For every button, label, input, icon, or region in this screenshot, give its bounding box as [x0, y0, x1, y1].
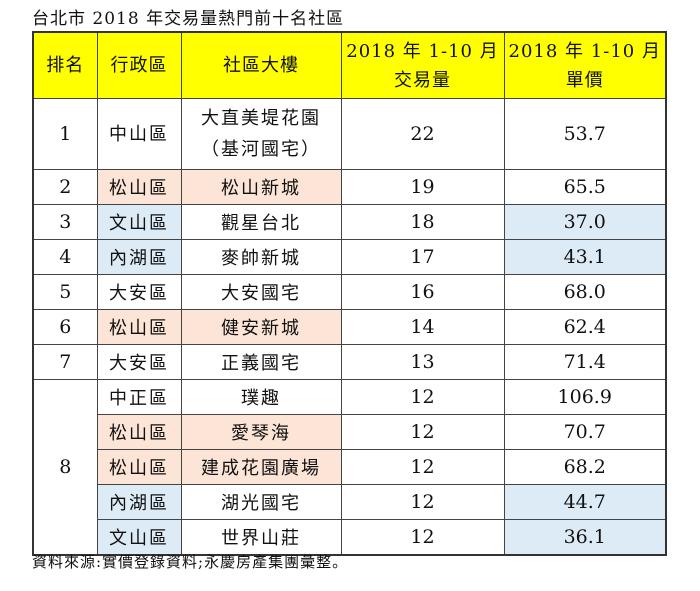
price-cell: 44.7 — [503, 484, 667, 520]
price-cell: 71.4 — [503, 344, 667, 380]
price-cell: 68.2 — [503, 449, 667, 485]
rank-cell: 6 — [32, 309, 98, 345]
district-cell: 內湖區 — [96, 239, 182, 275]
building-cell: 大安國宅 — [180, 274, 342, 310]
district-cell: 文山區 — [96, 204, 182, 240]
price-cell: 65.5 — [503, 169, 667, 205]
price-cell: 36.1 — [503, 519, 667, 556]
header-rank: 排名 — [32, 31, 98, 99]
building-cell: 觀星台北 — [180, 204, 342, 240]
rank-cell: 1 — [32, 98, 98, 170]
volume-cell: 19 — [340, 169, 505, 205]
table-row: 7 大安區 正義國宅 13 71.4 — [32, 344, 667, 380]
district-cell: 松山區 — [96, 449, 182, 485]
price-cell: 43.1 — [503, 239, 667, 275]
building-alias: （基河國宅） — [201, 139, 321, 160]
table-header-row: 排名 行政區 社區大樓 2018 年 1-10 月 交易量 2018 年 1-1… — [32, 31, 667, 99]
price-cell: 106.9 — [503, 379, 667, 415]
table-row: 5 大安區 大安國宅 16 68.0 — [32, 274, 667, 310]
header-volume-line1: 2018 年 1-10 月 — [346, 40, 499, 62]
building-cell: 正義國宅 — [180, 344, 342, 380]
volume-cell: 14 — [340, 309, 505, 345]
building-cell: 愛琴海 — [180, 414, 342, 450]
volume-cell: 12 — [340, 379, 505, 415]
building-cell: 松山新城 — [180, 169, 342, 205]
table-row: 文山區 世界山莊 12 36.1 — [33, 519, 667, 556]
price-cell: 53.7 — [503, 98, 667, 170]
rank-cell: 8 — [32, 379, 98, 556]
header-price-line2: 單價 — [565, 69, 604, 91]
building-cell: 世界山莊 — [180, 519, 342, 556]
building-cell: 湖光國宅 — [180, 484, 342, 520]
source-note: 資料來源:實價登錄資料;永慶房產集團彙整。 — [32, 553, 349, 571]
district-cell: 松山區 — [96, 309, 182, 345]
district-cell: 松山區 — [96, 169, 182, 205]
table-row: 6 松山區 健安新城 14 62.4 — [32, 309, 667, 345]
building-cell: 麥帥新城 — [180, 239, 342, 275]
header-volume-line2: 交易量 — [394, 69, 451, 91]
price-cell: 62.4 — [503, 309, 667, 345]
header-price-line1: 2018 年 1-10 月 — [508, 40, 661, 62]
volume-cell: 12 — [340, 484, 505, 520]
district-cell: 中山區 — [96, 98, 182, 170]
district-cell: 中正區 — [96, 379, 182, 415]
table-row: 1 中山區 大直美堤花園 （基河國宅） 22 53.7 — [32, 98, 667, 170]
header-volume: 2018 年 1-10 月 交易量 — [340, 31, 505, 99]
header-building: 社區大樓 — [180, 31, 342, 99]
rank-cell: 2 — [32, 169, 98, 205]
building-cell: 璞趣 — [180, 379, 342, 415]
header-district: 行政區 — [96, 31, 182, 99]
volume-cell: 22 — [340, 98, 505, 170]
building-cell: 大直美堤花園 （基河國宅） — [180, 98, 342, 170]
volume-cell: 12 — [340, 449, 505, 485]
rank-cell: 7 — [32, 344, 98, 380]
rank-cell: 3 — [32, 204, 98, 240]
top10-communities-table: 排名 行政區 社區大樓 2018 年 1-10 月 交易量 2018 年 1-1… — [32, 31, 667, 556]
table-row: 內湖區 湖光國宅 12 44.7 — [33, 484, 667, 520]
rank-cell: 4 — [32, 239, 98, 275]
district-cell: 文山區 — [96, 519, 182, 556]
page-title: 台北市 2018 年交易量熱門前十名社區 — [32, 9, 345, 29]
building-cell: 建成花園廣場 — [180, 449, 342, 485]
table-row: 2 松山區 松山新城 19 65.5 — [32, 169, 667, 205]
district-cell: 大安區 — [96, 344, 182, 380]
price-cell: 70.7 — [503, 414, 667, 450]
volume-cell: 12 — [340, 519, 505, 556]
volume-cell: 12 — [340, 414, 505, 450]
price-cell: 68.0 — [503, 274, 667, 310]
district-cell: 內湖區 — [96, 484, 182, 520]
volume-cell: 13 — [340, 344, 505, 380]
volume-cell: 17 — [340, 239, 505, 275]
table-row: 8 中正區 璞趣 12 106.9 — [32, 379, 667, 556]
district-cell: 松山區 — [96, 414, 182, 450]
building-name: 大直美堤花園 — [201, 108, 321, 129]
rank-cell: 5 — [32, 274, 98, 310]
price-cell: 37.0 — [503, 204, 667, 240]
district-cell: 大安區 — [96, 274, 182, 310]
table-row: 松山區 愛琴海 12 70.7 — [33, 414, 667, 450]
volume-cell: 16 — [340, 274, 505, 310]
table-row: 4 內湖區 麥帥新城 17 43.1 — [32, 239, 667, 275]
header-price: 2018 年 1-10 月 單價 — [503, 31, 667, 99]
volume-cell: 18 — [340, 204, 505, 240]
table-row: 3 文山區 觀星台北 18 37.0 — [32, 204, 667, 240]
table-row: 松山區 建成花園廣場 12 68.2 — [33, 449, 667, 485]
building-cell: 健安新城 — [180, 309, 342, 345]
